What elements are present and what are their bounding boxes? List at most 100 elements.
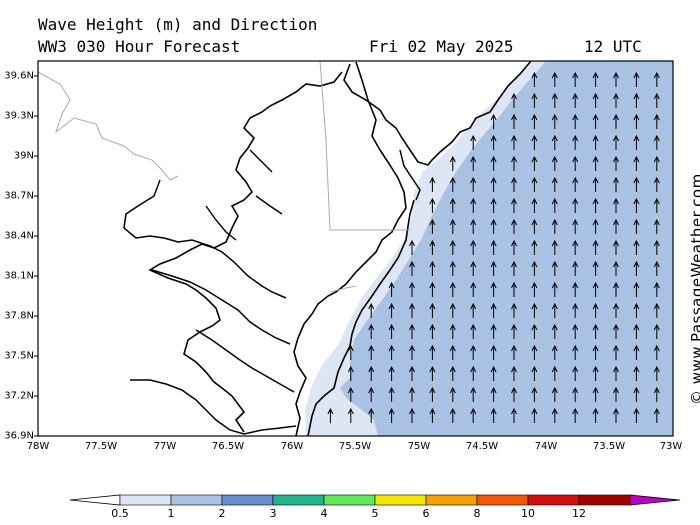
wave-arrow (613, 155, 619, 171)
forecast-date: Fri 02 May 2025 (369, 37, 514, 56)
wave-arrow (633, 92, 640, 108)
wave-arrow (449, 176, 456, 192)
wave-arrow (613, 302, 619, 318)
wave-arrow (470, 407, 477, 423)
wave-arrow (470, 155, 477, 171)
wave-arrow (572, 134, 579, 150)
lat-tick-label: 37.2N (4, 390, 34, 402)
wave-arrow (551, 260, 558, 276)
wave-arrow (511, 365, 517, 381)
lon-tick-label: 78W (26, 441, 50, 452)
wave-arrow (572, 260, 579, 276)
colorbar-label: 10 (521, 507, 535, 520)
lon-tick-label: 75W (407, 441, 431, 452)
wave-arrow (633, 239, 640, 255)
wave-arrow (653, 176, 660, 192)
wave-arrow (327, 407, 334, 423)
wave-arrow (429, 344, 436, 360)
wave-arrow (409, 323, 415, 339)
wave-arrow (592, 260, 599, 276)
lon-tick-label: 75.5W (338, 441, 372, 452)
colorbar-label: 6 (422, 507, 430, 520)
wave-arrow (633, 323, 640, 339)
wave-arrow (388, 407, 395, 423)
wave-arrow (592, 176, 599, 192)
wave-arrow (449, 239, 456, 255)
wave-arrow (470, 281, 477, 297)
wave-arrow (653, 281, 660, 297)
wave-arrow (429, 218, 436, 234)
wave-arrow (490, 176, 497, 192)
wave-arrow (388, 302, 395, 318)
wave-arrow (449, 260, 456, 276)
wave-arrow (409, 344, 415, 360)
wave-arrow (490, 323, 497, 339)
wave-arrow (633, 113, 640, 129)
lat-tick-label: 38.4N (4, 230, 34, 242)
wave-arrow (551, 218, 558, 234)
wave-arrow (551, 302, 558, 318)
wave-arrow (490, 155, 497, 171)
wave-arrow (653, 71, 660, 87)
wave-arrow (511, 134, 517, 150)
wave-arrow (572, 113, 579, 129)
james-river (130, 379, 297, 435)
wave-arrow (531, 281, 538, 297)
wave-arrow (531, 71, 538, 87)
wave-arrow (551, 239, 558, 255)
colorbar-label: 3 (269, 507, 277, 520)
wave-arrow (531, 365, 538, 381)
wave-arrow (511, 218, 517, 234)
wave-arrow (470, 365, 477, 381)
wave-arrow (613, 92, 619, 108)
wave-arrow (531, 302, 538, 318)
wave-arrow (613, 71, 619, 87)
wave-arrow (592, 155, 599, 171)
wave-arrow (613, 281, 619, 297)
colorbar-label: 5 (371, 507, 379, 520)
wave-arrow (531, 134, 538, 150)
colorbar-segment (272, 494, 325, 506)
wave-arrow (511, 260, 517, 276)
wave-arrow (388, 281, 395, 297)
wave-arrow (613, 344, 619, 360)
wave-arrow (613, 134, 619, 150)
wave-arrow (368, 386, 375, 402)
wave-arrow (429, 239, 436, 255)
wave-arrow (592, 302, 599, 318)
lat-tick-label: 39.6N (4, 70, 34, 82)
wave-arrow (531, 344, 538, 360)
wave-arrow (633, 365, 640, 381)
wave-arrow (531, 386, 538, 402)
wave-arrow (409, 365, 415, 381)
wave-arrow (551, 197, 558, 213)
wave-arrow (633, 260, 640, 276)
wave-arrow (449, 218, 456, 234)
wave-arrow (613, 113, 619, 129)
colorbar-segment (425, 494, 478, 506)
wave-arrow (388, 386, 395, 402)
wave-arrow (511, 92, 517, 108)
lon-tick-label: 73.5W (592, 441, 626, 452)
wave-arrow (409, 407, 415, 423)
wave-arrow (653, 134, 660, 150)
lat-tick-label: 39N (13, 150, 34, 162)
wave-arrow (470, 239, 477, 255)
wave-arrow (653, 92, 660, 108)
lon-tick-label: 76W (280, 441, 304, 452)
wave-arrow (551, 386, 558, 402)
wave-arrow (613, 323, 619, 339)
wave-arrow (531, 155, 538, 171)
wave-arrow (653, 197, 660, 213)
wave-arrow (511, 386, 517, 402)
wave-arrow (633, 71, 640, 87)
wave-arrow (490, 218, 497, 234)
wave-arrow (347, 386, 354, 402)
wave-arrow (470, 323, 477, 339)
wave-arrow (449, 407, 456, 423)
wave-arrow (449, 302, 456, 318)
wave-arrow (531, 407, 538, 423)
wave-arrow (572, 155, 579, 171)
wave-arrow (653, 344, 660, 360)
